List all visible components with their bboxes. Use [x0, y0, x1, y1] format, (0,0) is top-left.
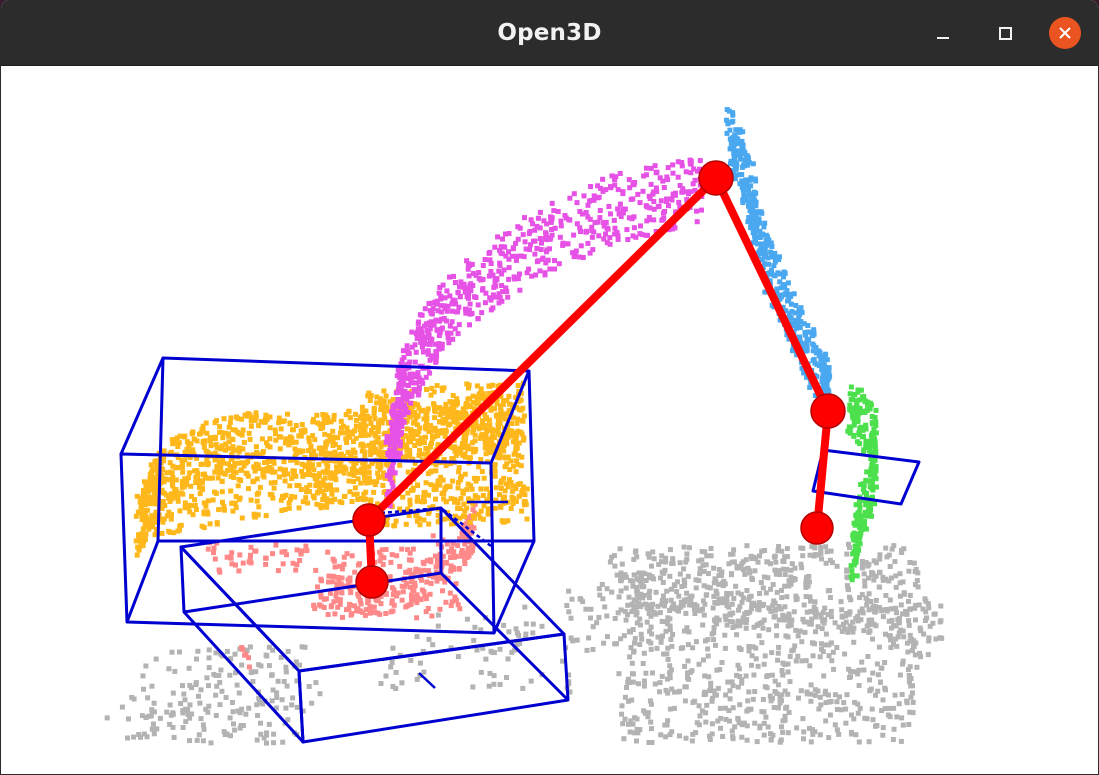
- 3d-viewport[interactable]: [1, 66, 1098, 774]
- bucket-point-cloud: [845, 384, 879, 583]
- bucket-link: [813, 407, 832, 532]
- bounding-boxes: [119, 356, 921, 744]
- close-button[interactable]: [1049, 17, 1081, 49]
- window-title: Open3D: [497, 20, 602, 46]
- close-icon: [1059, 27, 1071, 39]
- arm-link: [712, 174, 832, 415]
- chassis-point-cloud: [205, 502, 478, 670]
- tip-joint[interactable]: [800, 511, 834, 545]
- point-cloud-scene[interactable]: [1, 66, 1098, 774]
- upper-body-box: [119, 356, 536, 635]
- maximize-button[interactable]: [989, 17, 1021, 49]
- boom-joint[interactable]: [352, 503, 386, 537]
- arm-joint[interactable]: [698, 160, 734, 196]
- minimize-button[interactable]: [927, 17, 959, 49]
- inner-marks: [380, 500, 508, 689]
- maximize-icon: [999, 27, 1012, 40]
- bucket-joint[interactable]: [810, 393, 846, 429]
- track-box: [179, 506, 570, 744]
- bucket-box: [811, 448, 921, 506]
- boom-link: [365, 174, 720, 524]
- excavator-skeleton: [352, 160, 846, 599]
- minimize-icon: [937, 37, 949, 39]
- base-joint[interactable]: [355, 565, 389, 599]
- ground-point-cloud: [104, 541, 945, 746]
- title-bar[interactable]: Open3D: [1, 0, 1098, 66]
